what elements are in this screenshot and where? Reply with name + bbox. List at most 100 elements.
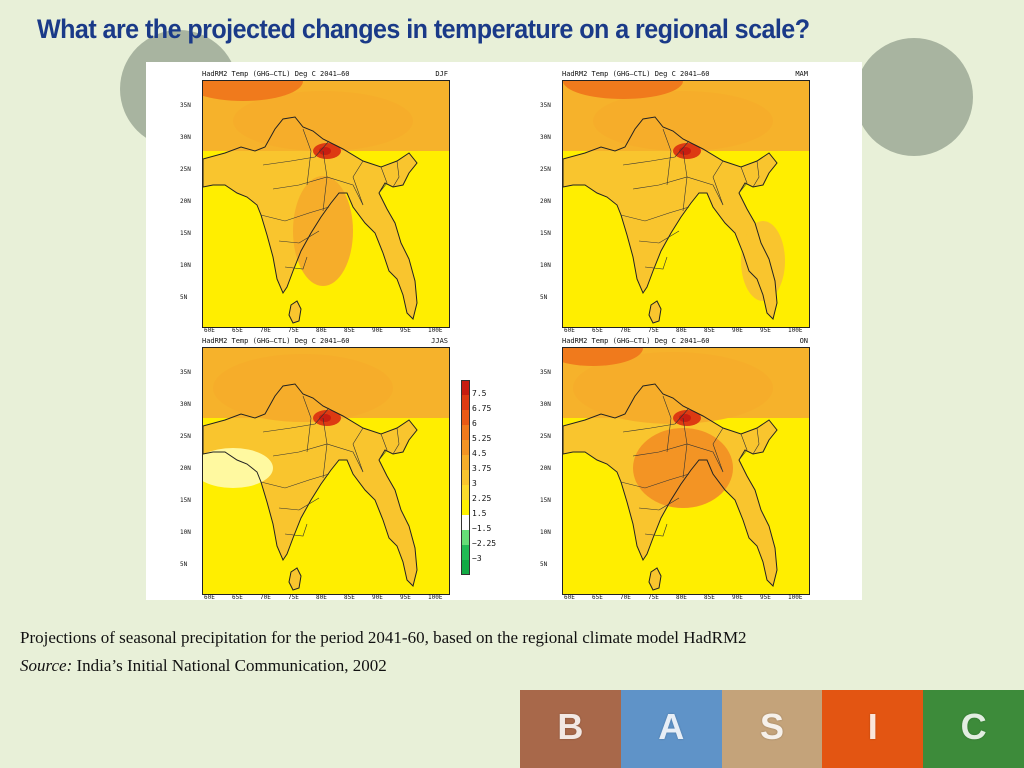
colorbar-segment bbox=[461, 455, 470, 470]
lon-tick: 85E bbox=[704, 594, 715, 601]
lat-tick: 20N bbox=[540, 465, 551, 472]
lat-tick: 25N bbox=[540, 166, 551, 173]
map-panel-djf: HadRM2 Temp (GHG–CTL) Deg C 2041–60 DJF 35… bbox=[146, 70, 450, 340]
colorbar-label: 2.25 bbox=[472, 494, 492, 503]
source-text: India’s Initial National Communication, … bbox=[72, 656, 387, 675]
lat-tick: 30N bbox=[540, 134, 551, 141]
panel-season: JJAS bbox=[431, 337, 448, 345]
lat-tick: 30N bbox=[540, 401, 551, 408]
lon-tick: 90E bbox=[732, 594, 743, 601]
lon-tick: 65E bbox=[232, 594, 243, 601]
panel-season: ON bbox=[799, 337, 808, 345]
colorbar-label: 4.5 bbox=[472, 449, 487, 458]
lat-tick: 10N bbox=[540, 262, 551, 269]
colorbar-segment bbox=[461, 470, 470, 485]
lat-tick: 10N bbox=[540, 529, 551, 536]
colorbar-label: 3.75 bbox=[472, 464, 492, 473]
lon-tick: 95E bbox=[760, 327, 771, 334]
lon-tick: 75E bbox=[648, 327, 659, 334]
lat-tick: 20N bbox=[540, 198, 551, 205]
panel-heading: HadRM2 Temp (GHG–CTL) Deg C 2041–60 ON bbox=[562, 337, 808, 345]
colorbar-segment bbox=[461, 545, 470, 560]
panel-heading-text: HadRM2 Temp (GHG–CTL) Deg C 2041–60 bbox=[562, 70, 710, 78]
lat-tick: 10N bbox=[180, 262, 191, 269]
lat-tick: 10N bbox=[180, 529, 191, 536]
lon-tick: 95E bbox=[400, 327, 411, 334]
tile-b: B bbox=[520, 690, 621, 768]
lon-tick: 80E bbox=[316, 327, 327, 334]
colorbar-label: −2.25 bbox=[472, 539, 497, 548]
lat-tick: 5N bbox=[180, 561, 188, 568]
map-panel-mam: HadRM2 Temp (GHG–CTL) Deg C 2041–60 MAM 35… bbox=[506, 70, 810, 340]
lon-tick: 95E bbox=[400, 594, 411, 601]
lat-tick: 15N bbox=[540, 497, 551, 504]
lon-tick: 100E bbox=[788, 327, 803, 334]
tile-a: A bbox=[620, 690, 722, 768]
lon-tick: 70E bbox=[260, 327, 271, 334]
source-label: Source: bbox=[20, 656, 73, 675]
colorbar-segment bbox=[461, 425, 470, 440]
lon-tick: 85E bbox=[344, 594, 355, 601]
map-panel-on: HadRM2 Temp (GHG–CTL) Deg C 2041–60 ON 35N… bbox=[506, 337, 810, 607]
lat-tick: 15N bbox=[180, 230, 191, 237]
lon-tick: 100E bbox=[428, 594, 443, 601]
lon-tick: 90E bbox=[372, 594, 383, 601]
tile-c: C bbox=[923, 690, 1024, 768]
lon-tick: 70E bbox=[620, 327, 631, 334]
lon-tick: 65E bbox=[232, 327, 243, 334]
lat-tick: 35N bbox=[180, 102, 191, 109]
temperature-map bbox=[202, 347, 450, 595]
lon-tick: 90E bbox=[372, 327, 383, 334]
lon-tick: 60E bbox=[204, 327, 215, 334]
temperature-map bbox=[562, 80, 810, 328]
tile-letter: C bbox=[960, 706, 987, 747]
colorbar-label: 1.5 bbox=[472, 509, 487, 518]
lat-tick: 30N bbox=[180, 401, 191, 408]
temperature-map bbox=[202, 80, 450, 328]
lat-tick: 15N bbox=[540, 230, 551, 237]
lon-tick: 90E bbox=[732, 327, 743, 334]
map-panel-jjas: HadRM2 Temp (GHG–CTL) Deg C 2041–60 JJAS 3… bbox=[146, 337, 450, 607]
lon-tick: 75E bbox=[288, 327, 299, 334]
lat-tick: 15N bbox=[180, 497, 191, 504]
tile-s: S bbox=[721, 690, 823, 768]
panel-heading: HadRM2 Temp (GHG–CTL) Deg C 2041–60 MAM bbox=[562, 70, 808, 78]
lon-tick: 80E bbox=[676, 327, 687, 334]
lon-tick: 70E bbox=[620, 594, 631, 601]
lat-tick: 5N bbox=[540, 294, 548, 301]
caption-line: Projections of seasonal precipitation fo… bbox=[20, 628, 747, 647]
tile-i: I bbox=[822, 690, 924, 768]
lon-tick: 70E bbox=[260, 594, 271, 601]
lat-tick: 35N bbox=[540, 369, 551, 376]
lat-tick: 5N bbox=[540, 561, 548, 568]
colorbar-label: 6.75 bbox=[472, 404, 492, 413]
temperature-map bbox=[562, 347, 810, 595]
lat-tick: 20N bbox=[180, 465, 191, 472]
lon-tick: 100E bbox=[428, 327, 443, 334]
colorbar-segment bbox=[461, 410, 470, 425]
panel-season: MAM bbox=[795, 70, 808, 78]
lat-tick: 35N bbox=[540, 102, 551, 109]
lon-tick: 75E bbox=[648, 594, 659, 601]
lon-tick: 85E bbox=[704, 327, 715, 334]
source-line: Source: India’s Initial National Communi… bbox=[20, 652, 1010, 680]
tile-letter: S bbox=[759, 706, 784, 747]
colorbar-segment bbox=[461, 485, 470, 500]
lon-tick: 100E bbox=[788, 594, 803, 601]
lat-tick: 5N bbox=[180, 294, 188, 301]
tile-letter: B bbox=[557, 706, 584, 747]
lon-tick: 60E bbox=[564, 327, 575, 334]
lat-tick: 25N bbox=[540, 433, 551, 440]
colorbar-segment bbox=[461, 440, 470, 455]
colorbar-segment bbox=[461, 380, 470, 395]
colorbar-label: −3 bbox=[472, 554, 482, 563]
colorbar-segment bbox=[461, 530, 470, 545]
colorbar-segment bbox=[461, 560, 470, 575]
panel-heading-text: HadRM2 Temp (GHG–CTL) Deg C 2041–60 bbox=[202, 337, 350, 345]
lat-tick: 25N bbox=[180, 166, 191, 173]
lon-tick: 60E bbox=[564, 594, 575, 601]
caption: Projections of seasonal precipitation fo… bbox=[20, 624, 1010, 680]
lon-tick: 65E bbox=[592, 327, 603, 334]
panel-heading: HadRM2 Temp (GHG–CTL) Deg C 2041–60 DJF bbox=[202, 70, 448, 78]
